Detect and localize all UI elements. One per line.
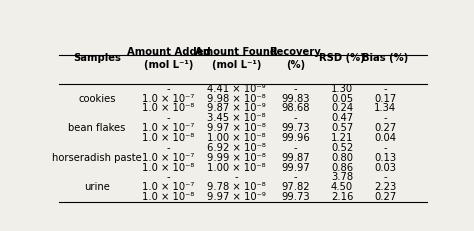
Text: 0.57: 0.57 (331, 123, 353, 133)
Text: 1.30: 1.30 (331, 84, 353, 94)
Text: 1.0 × 10⁻⁸: 1.0 × 10⁻⁸ (142, 103, 195, 113)
Text: 9.97 × 10⁻⁸: 9.97 × 10⁻⁸ (207, 123, 266, 133)
Text: cookies: cookies (78, 94, 116, 103)
Text: 0.04: 0.04 (374, 133, 396, 143)
Text: -: - (167, 143, 170, 153)
Text: 99.83: 99.83 (281, 94, 310, 103)
Text: 0.27: 0.27 (374, 123, 396, 133)
Text: (mol L⁻¹): (mol L⁻¹) (212, 60, 261, 70)
Text: 0.13: 0.13 (374, 153, 396, 163)
Text: 9.87 × 10⁻⁹: 9.87 × 10⁻⁹ (207, 103, 266, 113)
Text: 9.78 × 10⁻⁸: 9.78 × 10⁻⁸ (207, 182, 266, 192)
Text: 9.99 × 10⁻⁸: 9.99 × 10⁻⁸ (207, 153, 266, 163)
Text: 1.0 × 10⁻⁸: 1.0 × 10⁻⁸ (142, 163, 195, 173)
Text: -: - (167, 113, 170, 123)
Text: 99.73: 99.73 (281, 123, 310, 133)
Text: horseradish paste: horseradish paste (52, 153, 142, 163)
Text: 0.52: 0.52 (331, 143, 353, 153)
Text: 97.82: 97.82 (281, 182, 310, 192)
Text: 1.0 × 10⁻⁷: 1.0 × 10⁻⁷ (142, 123, 195, 133)
Text: 9.97 × 10⁻⁹: 9.97 × 10⁻⁹ (207, 192, 266, 202)
Text: 2.23: 2.23 (374, 182, 396, 192)
Text: -: - (293, 113, 297, 123)
Text: 0.17: 0.17 (374, 94, 396, 103)
Text: 1.0 × 10⁻⁸: 1.0 × 10⁻⁸ (142, 192, 195, 202)
Text: 1.21: 1.21 (331, 133, 353, 143)
Text: -: - (383, 84, 387, 94)
Text: -: - (167, 84, 170, 94)
Text: 99.97: 99.97 (281, 163, 310, 173)
Text: 1.34: 1.34 (374, 103, 396, 113)
Text: 98.68: 98.68 (281, 103, 310, 113)
Text: 0.47: 0.47 (331, 113, 353, 123)
Text: 0.03: 0.03 (374, 163, 396, 173)
Text: 2.16: 2.16 (331, 192, 353, 202)
Text: 4.41 × 10⁻⁹: 4.41 × 10⁻⁹ (207, 84, 266, 94)
Text: 9.98 × 10⁻⁸: 9.98 × 10⁻⁸ (207, 94, 266, 103)
Text: 1.00 × 10⁻⁸: 1.00 × 10⁻⁸ (207, 163, 266, 173)
Text: 3.78: 3.78 (331, 172, 353, 182)
Text: 4.50: 4.50 (331, 182, 353, 192)
Text: Recovery: Recovery (269, 47, 321, 57)
Text: 0.05: 0.05 (331, 94, 353, 103)
Text: Amount Added: Amount Added (127, 47, 210, 57)
Text: -: - (293, 172, 297, 182)
Text: -: - (293, 143, 297, 153)
Text: 0.86: 0.86 (331, 163, 353, 173)
Text: -: - (167, 172, 170, 182)
Text: 99.96: 99.96 (281, 133, 310, 143)
Text: Bias (%): Bias (%) (362, 53, 409, 63)
Text: 3.45 × 10⁻⁸: 3.45 × 10⁻⁸ (207, 113, 266, 123)
Text: 1.0 × 10⁻⁸: 1.0 × 10⁻⁸ (142, 133, 195, 143)
Text: 99.87: 99.87 (281, 153, 310, 163)
Text: (%): (%) (286, 60, 305, 70)
Text: Samples: Samples (73, 53, 121, 63)
Text: -: - (293, 84, 297, 94)
Text: 1.00 × 10⁻⁸: 1.00 × 10⁻⁸ (207, 133, 266, 143)
Text: RSD (%): RSD (%) (319, 53, 365, 63)
Text: 1.0 × 10⁻⁷: 1.0 × 10⁻⁷ (142, 182, 195, 192)
Text: -: - (383, 143, 387, 153)
Text: bean flakes: bean flakes (68, 123, 126, 133)
Text: 99.73: 99.73 (281, 192, 310, 202)
Text: 0.80: 0.80 (331, 153, 353, 163)
Text: 0.24: 0.24 (331, 103, 353, 113)
Text: (mol L⁻¹): (mol L⁻¹) (144, 60, 193, 70)
Text: 6.92 × 10⁻⁸: 6.92 × 10⁻⁸ (207, 143, 266, 153)
Text: -: - (383, 172, 387, 182)
Text: urine: urine (84, 182, 110, 192)
Text: 1.0 × 10⁻⁷: 1.0 × 10⁻⁷ (142, 94, 195, 103)
Text: -: - (235, 172, 238, 182)
Text: 1.0 × 10⁻⁷: 1.0 × 10⁻⁷ (142, 153, 195, 163)
Text: 0.27: 0.27 (374, 192, 396, 202)
Text: Amount Found: Amount Found (195, 47, 278, 57)
Text: -: - (383, 113, 387, 123)
